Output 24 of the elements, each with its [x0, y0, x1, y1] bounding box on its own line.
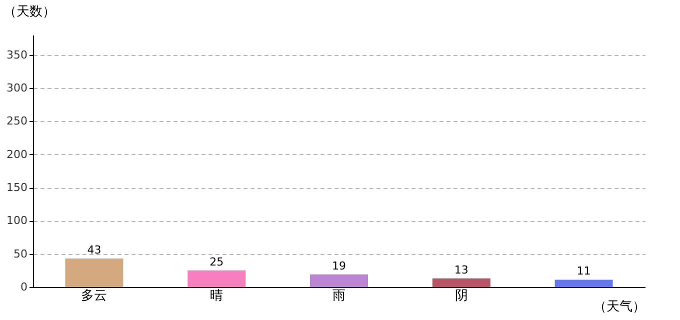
data-label: 11 — [576, 264, 591, 278]
data-label: 19 — [332, 259, 346, 272]
data-label: 25 — [210, 255, 224, 268]
y-tick-label: 50 — [14, 247, 28, 260]
x-tick-label: 多云 — [81, 288, 108, 304]
y-tick-label: 200 — [6, 148, 28, 161]
y-tick-label: 300 — [6, 82, 28, 95]
y-axis-title: （天数） — [4, 4, 56, 20]
bar — [65, 258, 124, 287]
y-tick-label: 100 — [6, 214, 28, 228]
data-label: 13 — [454, 263, 468, 276]
bar — [310, 274, 368, 287]
x-tick-label: 阴 — [454, 288, 468, 304]
bar — [554, 280, 613, 287]
y-tick-label: 150 — [6, 181, 28, 194]
x-tick-label: 晴 — [210, 288, 224, 304]
y-tick-label: 0 — [20, 280, 28, 294]
bar — [432, 278, 490, 287]
y-tick-label: 350 — [6, 48, 28, 62]
bar — [188, 270, 246, 287]
x-axis-title: （天气） — [594, 300, 646, 314]
data-label: 43 — [87, 243, 102, 256]
x-tick-label: 雨 — [332, 288, 346, 304]
y-tick-label: 250 — [6, 114, 28, 128]
